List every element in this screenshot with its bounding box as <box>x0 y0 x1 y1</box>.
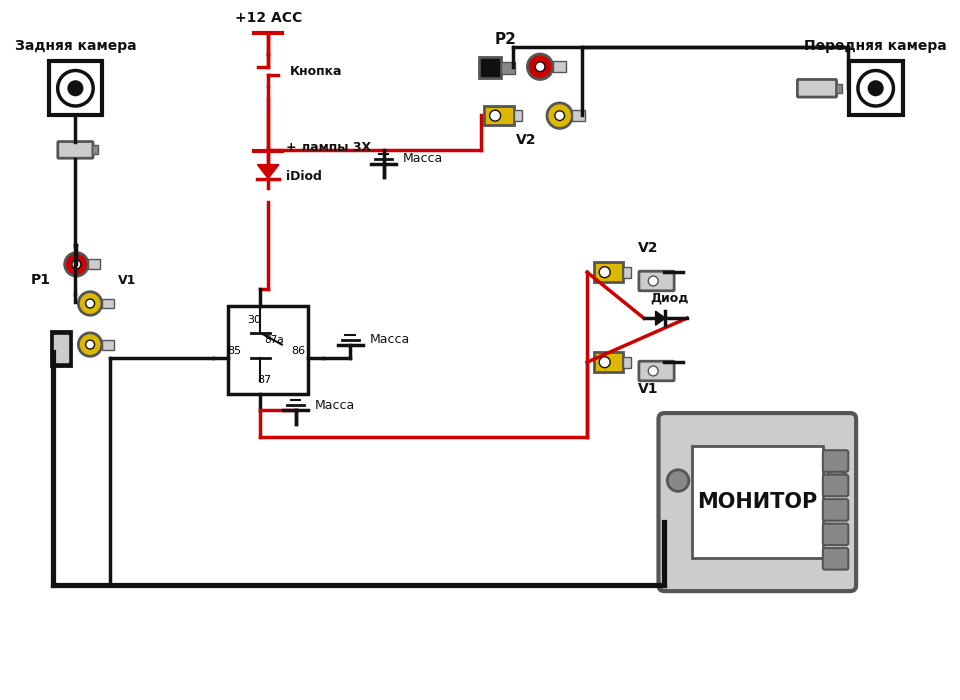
Text: 85: 85 <box>227 346 241 356</box>
Circle shape <box>648 366 659 376</box>
FancyBboxPatch shape <box>835 83 842 93</box>
Text: 87a: 87a <box>264 335 284 344</box>
Circle shape <box>64 253 88 276</box>
Circle shape <box>79 332 102 356</box>
Text: + лампы 3Х: + лампы 3Х <box>286 141 371 155</box>
Circle shape <box>648 276 659 286</box>
FancyBboxPatch shape <box>659 413 856 591</box>
Circle shape <box>68 81 83 95</box>
Polygon shape <box>656 311 665 326</box>
FancyBboxPatch shape <box>594 352 623 372</box>
FancyBboxPatch shape <box>58 141 93 158</box>
Text: V1: V1 <box>117 274 136 286</box>
FancyBboxPatch shape <box>553 62 565 72</box>
FancyBboxPatch shape <box>823 499 849 521</box>
Text: V2: V2 <box>637 241 658 255</box>
FancyBboxPatch shape <box>623 357 631 368</box>
Circle shape <box>58 71 93 106</box>
Circle shape <box>79 292 102 315</box>
Circle shape <box>667 470 689 491</box>
Text: P2: P2 <box>495 32 516 47</box>
Text: P1: P1 <box>31 273 51 287</box>
FancyBboxPatch shape <box>501 62 515 74</box>
Circle shape <box>869 81 882 95</box>
Circle shape <box>555 111 564 120</box>
Text: 30: 30 <box>248 315 261 326</box>
Text: V2: V2 <box>516 133 537 147</box>
Text: МОНИТОР: МОНИТОР <box>697 492 817 512</box>
Text: Масса: Масса <box>403 152 444 165</box>
FancyBboxPatch shape <box>692 447 823 558</box>
Text: V1: V1 <box>637 382 658 395</box>
FancyBboxPatch shape <box>823 450 849 472</box>
FancyBboxPatch shape <box>639 361 674 381</box>
Text: Передняя камера: Передняя камера <box>804 39 948 53</box>
Text: Кнопка: Кнопка <box>290 65 342 78</box>
Text: Масса: Масса <box>315 399 355 412</box>
Text: 86: 86 <box>292 346 305 356</box>
FancyBboxPatch shape <box>88 260 100 270</box>
Circle shape <box>858 71 894 106</box>
FancyBboxPatch shape <box>92 146 98 154</box>
FancyBboxPatch shape <box>798 80 836 97</box>
Text: Масса: Масса <box>370 333 410 346</box>
Text: iDiod: iDiod <box>286 170 322 183</box>
Circle shape <box>599 357 611 368</box>
FancyBboxPatch shape <box>102 299 113 309</box>
FancyBboxPatch shape <box>51 331 70 366</box>
FancyBboxPatch shape <box>485 106 514 125</box>
FancyBboxPatch shape <box>49 62 103 116</box>
Circle shape <box>536 62 545 71</box>
FancyBboxPatch shape <box>823 524 849 545</box>
Circle shape <box>490 110 500 121</box>
Circle shape <box>527 54 553 80</box>
FancyBboxPatch shape <box>623 267 631 278</box>
Text: Задняя камера: Задняя камера <box>14 39 136 53</box>
FancyBboxPatch shape <box>514 110 521 121</box>
Text: Диод: Диод <box>650 291 688 304</box>
FancyBboxPatch shape <box>639 271 674 290</box>
FancyBboxPatch shape <box>102 340 113 349</box>
Circle shape <box>547 103 572 128</box>
Circle shape <box>72 260 81 269</box>
FancyBboxPatch shape <box>823 475 849 496</box>
FancyBboxPatch shape <box>823 548 849 570</box>
FancyBboxPatch shape <box>849 62 902 116</box>
FancyBboxPatch shape <box>54 335 67 362</box>
FancyBboxPatch shape <box>572 111 586 121</box>
FancyBboxPatch shape <box>228 307 308 395</box>
FancyBboxPatch shape <box>594 262 623 282</box>
FancyBboxPatch shape <box>479 57 501 78</box>
Polygon shape <box>257 164 279 178</box>
Circle shape <box>85 299 95 308</box>
Circle shape <box>826 470 848 491</box>
Text: 87: 87 <box>257 374 272 385</box>
Text: +12 ACC: +12 ACC <box>234 10 301 25</box>
Circle shape <box>85 340 95 349</box>
Circle shape <box>599 267 611 278</box>
